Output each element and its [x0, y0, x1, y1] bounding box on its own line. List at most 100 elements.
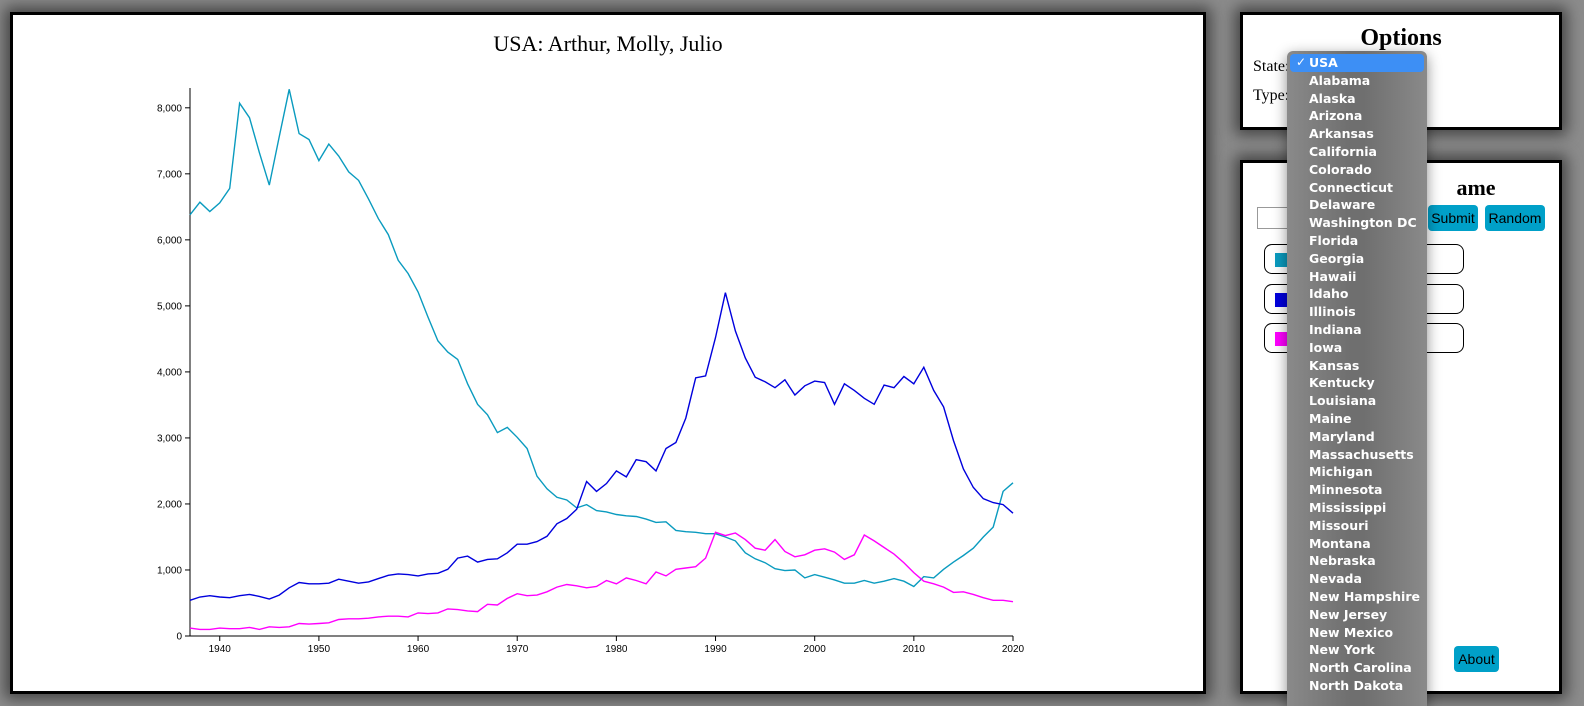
chart-panel: USA: Arthur, Molly, Julio 0 1,000 2,000 3,0…	[10, 12, 1206, 694]
state-option[interactable]: Georgia	[1287, 250, 1427, 268]
state-option[interactable]: Louisiana	[1287, 392, 1427, 410]
state-option[interactable]: Mississippi	[1287, 499, 1427, 517]
x-tick-label: 2010	[903, 644, 926, 655]
state-option[interactable]: New York	[1287, 641, 1427, 659]
random-button[interactable]: Random	[1485, 205, 1545, 231]
state-option[interactable]: Nebraska	[1287, 552, 1427, 570]
state-option-label: Alabama	[1309, 72, 1371, 88]
names-title: ame	[1243, 175, 1559, 201]
state-option[interactable]: Indiana	[1287, 321, 1427, 339]
state-option-label: Nevada	[1309, 571, 1362, 587]
state-option[interactable]: New Hampshire	[1287, 588, 1427, 606]
state-option[interactable]: Nevada	[1287, 570, 1427, 588]
state-option-label: Louisiana	[1309, 393, 1377, 409]
state-option-label: Indiana	[1309, 321, 1362, 337]
state-option[interactable]: Alaska	[1287, 90, 1427, 108]
state-option-label: Nebraska	[1309, 553, 1376, 569]
submit-button[interactable]: Submit	[1428, 205, 1478, 231]
state-option[interactable]: New Mexico	[1287, 624, 1427, 642]
state-option-label: Maryland	[1309, 428, 1375, 444]
x-tick-label: 1960	[407, 644, 430, 655]
y-tick-label: 1,000	[157, 565, 182, 576]
type-label: Type:	[1253, 87, 1290, 104]
state-option-label: Massachusetts	[1309, 446, 1414, 462]
state-option[interactable]: Arkansas	[1287, 125, 1427, 143]
state-option-label: Georgia	[1309, 250, 1365, 266]
checkmark-icon: ✓	[1296, 55, 1307, 69]
x-tick-label: 1990	[704, 644, 727, 655]
x-tick-label: 1950	[308, 644, 331, 655]
state-option-label: Montana	[1309, 535, 1371, 551]
state-option-label: North Carolina	[1309, 660, 1412, 676]
state-option-label: Arkansas	[1309, 126, 1374, 142]
state-option[interactable]: Kansas	[1287, 357, 1427, 375]
state-option[interactable]: Maine	[1287, 410, 1427, 428]
state-option-label: Delaware	[1309, 197, 1376, 213]
state-option[interactable]: Alabama	[1287, 72, 1427, 90]
state-option[interactable]: Illinois	[1287, 303, 1427, 321]
state-option-label: Connecticut	[1309, 179, 1393, 195]
state-option-label: California	[1309, 143, 1377, 159]
state-option[interactable]: North Dakota	[1287, 677, 1427, 695]
state-option[interactable]: Missouri	[1287, 517, 1427, 535]
state-option[interactable]: Michigan	[1287, 463, 1427, 481]
chart-title: USA: Arthur, Molly, Julio	[493, 31, 723, 56]
about-button[interactable]: About	[1454, 646, 1499, 672]
state-option[interactable]: Montana	[1287, 535, 1427, 553]
state-option[interactable]: California	[1287, 143, 1427, 161]
state-option[interactable]: Delaware	[1287, 196, 1427, 214]
y-tick-label: 8,000	[157, 103, 182, 114]
state-option[interactable]: Arizona	[1287, 107, 1427, 125]
state-option[interactable]: Colorado	[1287, 161, 1427, 179]
x-tick-label: 1970	[506, 644, 529, 655]
state-option-label: Idaho	[1309, 286, 1349, 302]
state-option[interactable]: Maryland	[1287, 428, 1427, 446]
series-line-2	[189, 531, 1014, 631]
state-option[interactable]: Minnesota	[1287, 481, 1427, 499]
line-chart: 0 1,000 2,000 3,000 4,000 5,000 6,000 7,000 8,00…	[157, 88, 1025, 655]
state-option-label: Missouri	[1309, 517, 1369, 533]
state-option-label: New Jersey	[1309, 606, 1388, 622]
state-option-label: Kentucky	[1309, 375, 1375, 391]
state-option-label: Michigan	[1309, 464, 1373, 480]
y-tick-label: 2,000	[157, 499, 182, 510]
x-tick-label: 1940	[209, 644, 232, 655]
state-option-label: New Hampshire	[1309, 588, 1420, 604]
state-option[interactable]: Kentucky	[1287, 374, 1427, 392]
state-option[interactable]: ✓ USA	[1290, 54, 1424, 72]
state-option-label: Illinois	[1309, 304, 1356, 320]
series-line-1	[189, 292, 1014, 601]
state-label: State:	[1253, 58, 1290, 75]
series-line-0	[189, 89, 1014, 588]
state-option[interactable]: Massachusetts	[1287, 446, 1427, 464]
state-option[interactable]: Idaho	[1287, 285, 1427, 303]
y-tick-label: 4,000	[157, 367, 182, 378]
state-dropdown-menu[interactable]: ✓ USA Alabama Alaska Arizona Arkansas Californ…	[1287, 51, 1427, 706]
state-option[interactable]: Washington DC	[1287, 214, 1427, 232]
y-tick-label: 7,000	[157, 169, 182, 180]
name-entry-swatch	[1275, 293, 1289, 307]
state-option-label: Washington DC	[1309, 215, 1417, 231]
y-tick-label: 3,000	[157, 433, 182, 444]
state-option[interactable]: North Carolina	[1287, 659, 1427, 677]
y-tick-label: 0	[176, 632, 182, 643]
names-title-text: ame	[1456, 175, 1496, 200]
state-option[interactable]: Florida	[1287, 232, 1427, 250]
state-option-label: Arizona	[1309, 108, 1363, 124]
state-option[interactable]: Iowa	[1287, 339, 1427, 357]
state-option-label: Alaska	[1309, 90, 1356, 106]
state-option[interactable]: New Jersey	[1287, 606, 1427, 624]
state-option[interactable]: Connecticut	[1287, 179, 1427, 197]
state-option-label: Iowa	[1309, 339, 1343, 355]
x-tick-label: 2020	[1002, 644, 1025, 655]
state-option-label: Florida	[1309, 232, 1359, 248]
state-option[interactable]: Hawaii	[1287, 268, 1427, 286]
state-option-label: North Dakota	[1309, 677, 1404, 693]
state-option-label: New Mexico	[1309, 624, 1394, 640]
state-option-label: USA	[1309, 55, 1338, 70]
state-option-label: Kansas	[1309, 357, 1360, 373]
state-option-label: New York	[1309, 642, 1375, 658]
state-option-label: Mississippi	[1309, 499, 1387, 515]
state-option-label: Maine	[1309, 410, 1352, 426]
name-entry-swatch	[1275, 253, 1289, 267]
